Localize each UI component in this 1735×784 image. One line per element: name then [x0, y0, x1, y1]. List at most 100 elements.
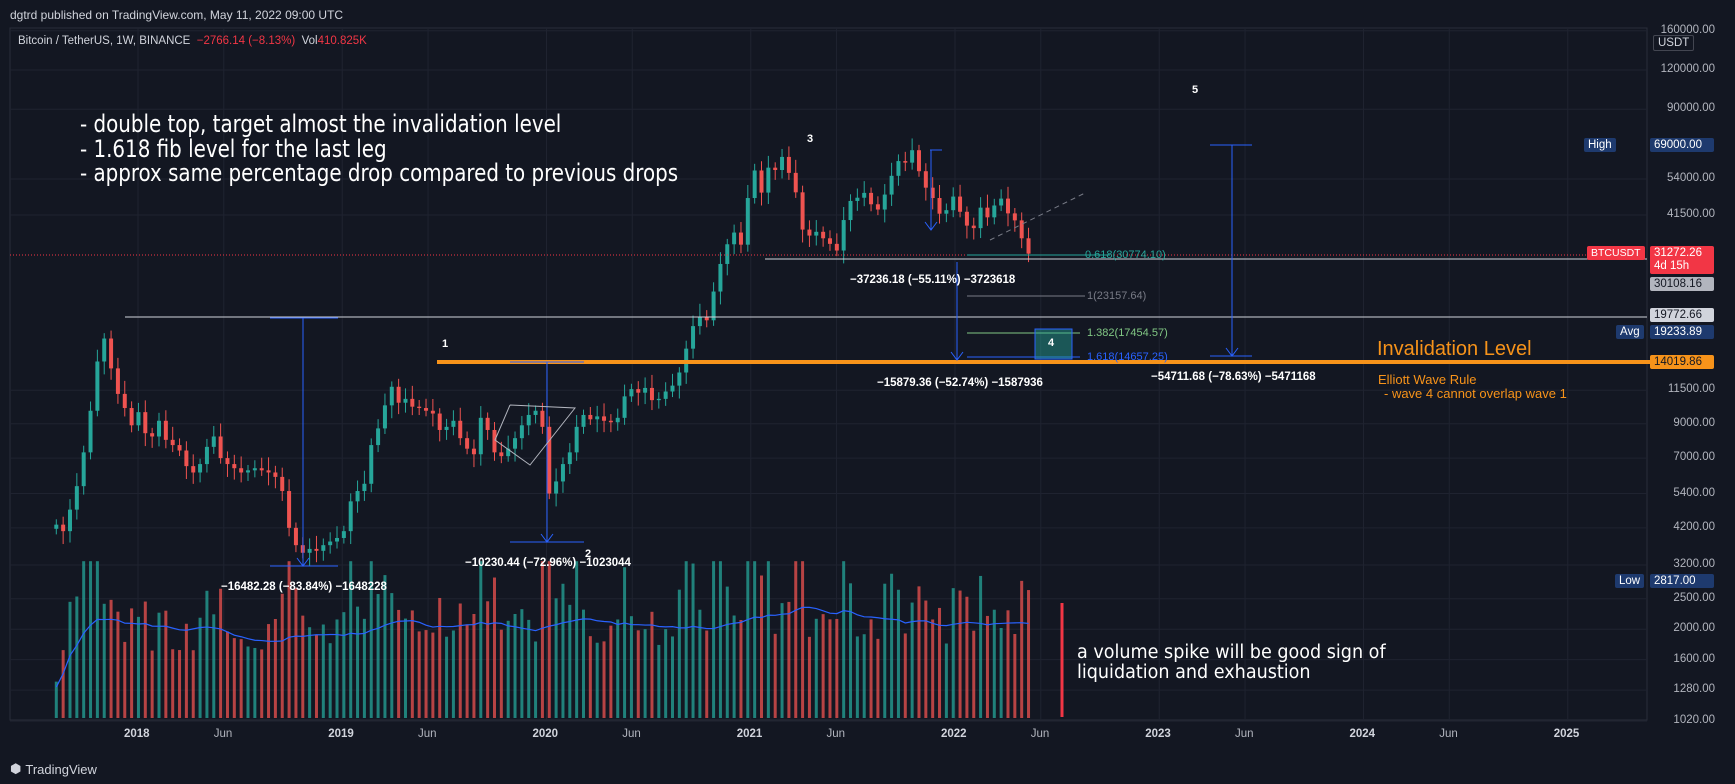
- volume-bar: [527, 619, 531, 718]
- volume-bar: [862, 634, 866, 718]
- volume-bar: [280, 593, 284, 718]
- volume-bar: [54, 681, 58, 718]
- volume-bar: [985, 615, 989, 718]
- candle-body: [773, 167, 778, 171]
- candle-body: [499, 452, 504, 457]
- time-tick: 2021: [736, 728, 763, 740]
- low-value: 2817.00: [1650, 574, 1714, 588]
- volume-bar: [1006, 610, 1010, 718]
- candle-body: [225, 458, 230, 465]
- wave-label-1: 1: [442, 338, 449, 350]
- volume-bar: [999, 627, 1003, 718]
- candle-body: [321, 545, 326, 551]
- volume-bar: [657, 644, 661, 718]
- candle-body: [711, 291, 716, 321]
- candle-body: [211, 436, 216, 447]
- candle-body: [362, 483, 367, 492]
- volume-bar: [212, 614, 216, 718]
- candle-body: [239, 468, 244, 473]
- candle-body: [1005, 198, 1010, 214]
- volume-bar: [451, 630, 455, 718]
- tradingview-brand[interactable]: ⬢ TradingView: [10, 761, 97, 777]
- candle-body: [834, 243, 839, 251]
- price-tick: 1020.00: [1673, 714, 1715, 727]
- price-tick: 3200.00: [1673, 558, 1715, 570]
- volume-bar: [547, 561, 551, 718]
- volume-bar: [828, 619, 832, 718]
- symbol-line: Bitcoin / TetherUS, 1W, BINANCE −2766.14…: [18, 35, 367, 47]
- note-line: - 1.618 fib level for the last leg: [80, 134, 387, 163]
- volume-bar: [458, 603, 462, 718]
- volume-bar: [760, 575, 764, 718]
- candle-body: [355, 491, 360, 502]
- volume-bar: [205, 590, 209, 718]
- vol-value: 410.825K: [317, 35, 367, 47]
- wave-label-2: 2: [585, 548, 592, 560]
- candle-body: [533, 410, 538, 415]
- candle-body: [903, 161, 908, 163]
- price-tick: 9000.00: [1673, 416, 1715, 429]
- price-tick: 90000.00: [1667, 102, 1715, 115]
- volume-bar: [965, 596, 969, 718]
- volume-bar: [369, 561, 373, 718]
- last-price-tag: 31272.26 4d 15h: [1650, 246, 1714, 274]
- candle-body: [417, 406, 422, 409]
- invalidation-title: Invalidation Level: [1377, 338, 1532, 360]
- candle-body: [95, 361, 100, 411]
- candle-body: [1026, 238, 1031, 254]
- volume-bar: [979, 575, 983, 718]
- avg-label: Avg: [1616, 325, 1644, 339]
- price-tick: 41500.00: [1667, 208, 1715, 221]
- time-tick: Jun: [1439, 728, 1458, 740]
- candle-body: [971, 225, 976, 229]
- candle-body: [882, 194, 887, 210]
- volume-bar: [417, 631, 421, 718]
- candle-body: [506, 448, 511, 457]
- volume-bar: [520, 609, 524, 718]
- volume-bar: [61, 650, 65, 718]
- candle-body: [287, 491, 292, 528]
- price-tick: 1280.00: [1673, 683, 1715, 696]
- volume-bar: [362, 618, 366, 718]
- candle-body: [547, 426, 552, 494]
- volume-bar: [328, 643, 332, 718]
- volume-bar: [513, 614, 517, 718]
- candle-body: [1019, 220, 1024, 239]
- volume-bar: [246, 646, 250, 718]
- volume-bar: [691, 563, 695, 718]
- time-tick: 2020: [532, 728, 559, 740]
- rule-text: - wave 4 cannot overlap wave 1: [1384, 386, 1567, 401]
- volume-bar: [1020, 580, 1024, 718]
- time-tick: 2018: [124, 728, 150, 740]
- volume-bar: [95, 561, 99, 718]
- candle-body: [588, 414, 593, 420]
- volume-bar: [725, 586, 729, 718]
- volume-bar: [821, 614, 825, 718]
- bar-countdown: 4d 15h: [1654, 260, 1690, 272]
- candle-body: [869, 192, 874, 205]
- currency-badge[interactable]: USDT: [1653, 35, 1695, 51]
- candle-body: [875, 204, 880, 210]
- candle-body: [567, 452, 572, 465]
- price-tick: 7000.00: [1673, 451, 1715, 464]
- volume-bar: [931, 619, 935, 718]
- measure-arrows: [270, 144, 1252, 567]
- volume-bar: [903, 633, 907, 718]
- volume-bar: [958, 590, 962, 718]
- candle-body: [821, 231, 826, 239]
- volume-bar: [431, 632, 435, 718]
- projection-dashed: [989, 192, 1086, 241]
- volume-note-line: liquidation and exhaustion: [1077, 662, 1311, 683]
- volume-bar: [636, 630, 640, 718]
- volume-bar: [486, 601, 490, 718]
- last-price: 31272.26: [1654, 247, 1702, 259]
- volume-bar: [143, 601, 147, 718]
- candle-body: [718, 263, 723, 292]
- volume-bar: [321, 624, 325, 718]
- candle-body: [81, 452, 86, 487]
- volume-bar: [623, 567, 627, 718]
- volume-bar: [397, 609, 401, 718]
- measure-label: −54711.68 (−78.63%) −5471168: [1151, 371, 1316, 383]
- volume-bar: [540, 561, 544, 718]
